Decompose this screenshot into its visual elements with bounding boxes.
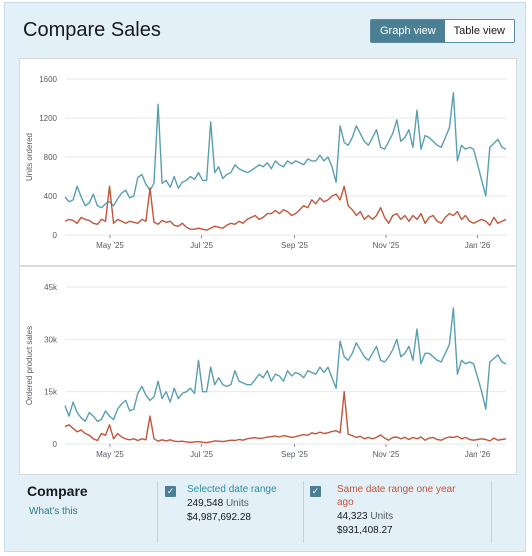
y-axis-label: Units ordered xyxy=(25,133,34,181)
compare-title: Compare xyxy=(27,483,88,499)
y-tick-label: 15k xyxy=(44,388,58,397)
graph-view-button[interactable]: Graph view xyxy=(371,20,445,42)
divider xyxy=(491,481,492,543)
previous-range-label-line1: Same date range one year xyxy=(337,484,456,495)
y-tick-label: 45k xyxy=(44,283,58,292)
table-view-button[interactable]: Table view xyxy=(444,20,514,42)
y-tick-label: 0 xyxy=(53,440,58,449)
y-tick-label: 30k xyxy=(44,335,58,344)
divider xyxy=(303,481,304,543)
selected-sales: $4,987,692.28 xyxy=(187,512,251,523)
divider xyxy=(157,481,158,543)
x-tick-label: Jul '25 xyxy=(190,241,213,250)
y-tick-label: 800 xyxy=(44,153,58,162)
y-tick-label: 1600 xyxy=(39,75,57,84)
x-tick-label: Jul '25 xyxy=(190,450,213,459)
previous-year-line xyxy=(64,390,507,444)
y-tick-label: 0 xyxy=(53,231,58,240)
x-tick-label: Jan '26 xyxy=(465,241,491,250)
product-sales-chart-card: 0 15k 30k 45k Ordered product sales May '25 Ju… xyxy=(19,266,517,475)
x-tick-label: May '25 xyxy=(96,241,124,250)
x-tick-label: Jan '26 xyxy=(465,450,491,459)
selected-units: 249,548 Units xyxy=(187,498,249,509)
selected-range-checkbox[interactable]: ✓ xyxy=(165,486,176,497)
selected-range-label: Selected date range xyxy=(187,484,277,495)
units-ordered-chart: 0 400 800 1200 1600 Units ordered May '25 Jul '… xyxy=(25,75,507,250)
selected-range-line xyxy=(64,92,507,209)
previous-range-label-line2: ago xyxy=(337,497,354,508)
x-tick-label: Nov '25 xyxy=(373,450,400,459)
previous-sales: $931,408.27 xyxy=(337,525,393,536)
product-sales-chart: 0 15k 30k 45k Ordered product sales May '25 Ju… xyxy=(25,283,507,459)
y-tick-label: 1200 xyxy=(39,114,57,123)
x-tick-label: Sep '25 xyxy=(281,450,308,459)
compare-legend: Compare What's this ✓ Selected date rang… xyxy=(19,477,517,549)
x-tick-label: Nov '25 xyxy=(373,241,400,250)
previous-units: 44,323 Units xyxy=(337,511,394,522)
previous-year-line xyxy=(64,185,507,231)
previous-range-checkbox[interactable]: ✓ xyxy=(310,486,321,497)
selected-range-line xyxy=(64,307,507,423)
compare-sales-panel: Compare Sales Graph view Table view 0 400… xyxy=(4,2,526,552)
view-toggle: Graph view Table view xyxy=(370,19,515,43)
units-ordered-chart-card: 0 400 800 1200 1600 Units ordered May '25 Jul '… xyxy=(19,58,517,266)
y-axis-label: Ordered product sales xyxy=(25,326,34,405)
x-tick-label: Sep '25 xyxy=(281,241,308,250)
page-title: Compare Sales xyxy=(23,19,161,41)
y-tick-label: 400 xyxy=(44,192,58,201)
x-tick-label: May '25 xyxy=(96,450,124,459)
whats-this-link[interactable]: What's this xyxy=(29,506,78,517)
